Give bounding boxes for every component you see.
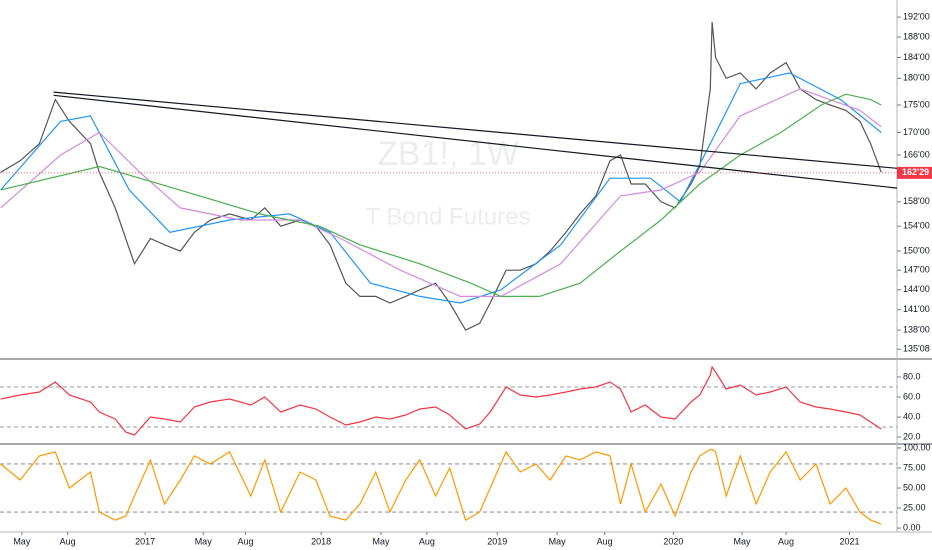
y-tick-label: 147'00 — [903, 265, 930, 275]
y-tick-label: 150'00 — [903, 245, 930, 255]
y-tick-label: 170'00 — [903, 127, 930, 137]
y-tick-label: 80.0 — [903, 371, 921, 381]
watermark-subtitle: T Bond Futures — [366, 203, 531, 230]
x-tick-label: May — [195, 536, 213, 546]
x-tick-label: May — [549, 536, 567, 546]
y-tick-label: 180'00 — [903, 73, 930, 83]
y-tick-label: 20.0 — [903, 431, 921, 441]
series-line — [53, 91, 898, 169]
series-line — [0, 365, 882, 436]
series-line — [0, 72, 882, 304]
y-tick-label: 188'00 — [903, 31, 930, 41]
y-tick-label: 75.00 — [903, 462, 926, 472]
x-tick-label: 2017 — [135, 536, 155, 546]
series-line — [0, 448, 882, 525]
y-tick-label: 25.00 — [903, 502, 926, 512]
x-tick-label: Aug — [597, 536, 613, 546]
y-tick-label: 50.00 — [903, 482, 926, 492]
x-tick-label: Aug — [419, 536, 435, 546]
y-tick-label: 135'08 — [903, 344, 930, 354]
series-line — [0, 88, 882, 297]
x-tick-label: May — [13, 536, 31, 546]
x-tick-label: Aug — [237, 536, 253, 546]
x-tick-label: 2018 — [311, 536, 331, 546]
y-tick-label: 175'00 — [903, 99, 930, 109]
y-tick-label: 184'00 — [903, 52, 930, 62]
y-tick-label: 154'00 — [903, 221, 930, 231]
x-tick-label: 2021 — [839, 536, 859, 546]
x-tick-label: Aug — [60, 536, 76, 546]
y-tick-label: 138'00 — [903, 324, 930, 334]
y-tick-label: 141'00 — [903, 304, 930, 314]
last-price-box — [897, 166, 932, 179]
y-tick-label: 166'00 — [903, 149, 930, 159]
y-tick-label: 60.0 — [903, 391, 921, 401]
series-line — [0, 93, 882, 297]
x-tick-label: May — [734, 536, 752, 546]
x-tick-label: May — [373, 536, 391, 546]
watermark: ZB1!, 1W — [377, 135, 519, 173]
y-tick-label: 100.00 — [903, 442, 931, 452]
y-tick-label: 0.00 — [903, 522, 921, 532]
x-tick-label: 2019 — [487, 536, 507, 546]
series-line — [0, 22, 882, 331]
last-price-label: 162'29 — [902, 167, 929, 177]
x-tick-label: 2020 — [663, 536, 683, 546]
y-tick-label: 158'00 — [903, 196, 930, 206]
y-tick-label: 192'00 — [903, 11, 930, 21]
x-tick-label: Aug — [778, 536, 794, 546]
y-tick-label: 40.0 — [903, 411, 921, 421]
y-tick-label: 144'00 — [903, 284, 930, 294]
